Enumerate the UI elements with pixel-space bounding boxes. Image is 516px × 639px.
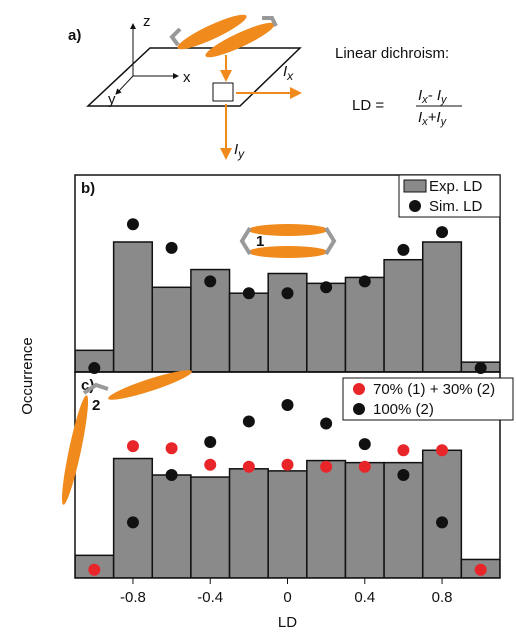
dot: [475, 564, 487, 576]
dot: [166, 242, 178, 254]
sample: [213, 83, 233, 101]
inset-label: 1: [256, 233, 264, 250]
axis-label: z: [143, 13, 151, 30]
bar: [114, 242, 153, 372]
x-axis-label: LD: [278, 614, 297, 631]
bar: [307, 283, 346, 372]
y-axis-label: Occurrence: [19, 337, 36, 415]
dot: [436, 444, 448, 456]
legend-swatch: [353, 403, 365, 415]
dot: [282, 287, 294, 299]
dot: [88, 564, 100, 576]
dot: [359, 461, 371, 473]
dot: [359, 275, 371, 287]
bar: [152, 475, 191, 578]
bar: [423, 242, 462, 372]
legend-label: 100% (2): [373, 401, 434, 418]
dot: [166, 442, 178, 454]
axis-label: x: [183, 69, 191, 86]
x-tick-label: -0.8: [120, 589, 146, 606]
dot: [127, 218, 139, 230]
plot: [75, 242, 500, 372]
bar: [268, 471, 307, 578]
bar: [345, 277, 384, 372]
caption: Linear dichroism:: [335, 45, 449, 62]
x-tick-label: 0.4: [354, 589, 375, 606]
panel-label: b): [81, 180, 95, 197]
legend-label: Exp. LD: [429, 178, 483, 195]
dot: [397, 469, 409, 481]
bar: [152, 287, 191, 372]
legend-label: 70% (1) + 30% (2): [373, 381, 495, 398]
plane: [88, 48, 300, 106]
x-tick-label: -0.4: [197, 589, 223, 606]
panel-label: a): [68, 27, 81, 44]
dot: [397, 244, 409, 256]
intensity: Iy: [234, 141, 245, 161]
dot: [204, 275, 216, 287]
dot: [436, 516, 448, 528]
legend-label: Sim. LD: [429, 198, 483, 215]
dot: [397, 444, 409, 456]
bar: [191, 477, 230, 578]
inset-label: 2: [92, 397, 100, 414]
dot: [320, 418, 332, 430]
legend-swatch: [404, 180, 426, 192]
bar: [230, 469, 269, 578]
axis: [116, 76, 133, 94]
page: a) z x y Ix Iy Linear dichroism: LD = Ix…: [0, 0, 516, 639]
dot: [166, 469, 178, 481]
x-tick-label: 0: [283, 589, 291, 606]
dot: [243, 287, 255, 299]
dot: [127, 516, 139, 528]
dot: [204, 436, 216, 448]
dot: [204, 459, 216, 471]
figure: a) z x y Ix Iy Linear dichroism: LD = Ix…: [0, 0, 516, 634]
bar: [423, 450, 462, 578]
dot: [436, 226, 448, 238]
formula: LD =: [352, 97, 384, 114]
numerator: Ix- Iy: [418, 87, 448, 106]
intensity: Ix: [283, 63, 294, 83]
legend-swatch: [353, 383, 365, 395]
bar: [230, 293, 269, 372]
x-tick-label: 0.8: [432, 589, 453, 606]
dot: [282, 399, 294, 411]
dot: [282, 459, 294, 471]
bar: [345, 463, 384, 578]
bar: [384, 260, 423, 372]
bar: [307, 461, 346, 578]
legend-swatch: [409, 200, 421, 212]
dot: [243, 461, 255, 473]
dot: [243, 415, 255, 427]
dot: [127, 440, 139, 452]
dot: [359, 438, 371, 450]
dot: [320, 461, 332, 473]
axis-label: y: [108, 91, 116, 108]
denominator: Ix+Iy: [418, 109, 448, 128]
diagram: a) z x y Ix Iy Linear dichroism: LD = Ix…: [68, 10, 462, 162]
dot: [320, 281, 332, 293]
